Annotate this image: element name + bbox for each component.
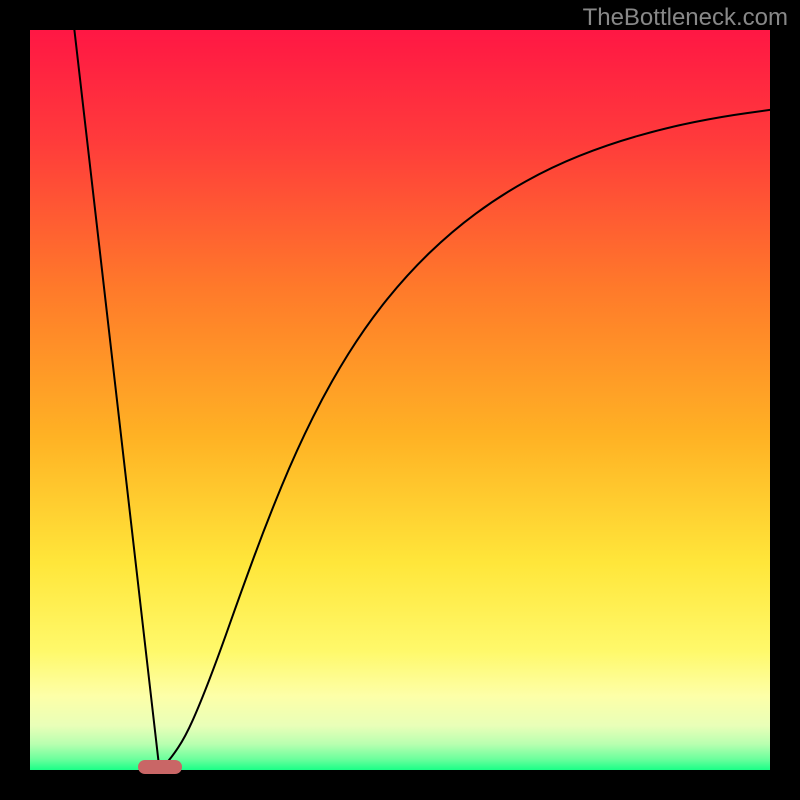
optimal-marker (138, 760, 182, 774)
plot-area (30, 30, 770, 770)
watermark-text: TheBottleneck.com (583, 4, 788, 32)
chart-container: TheBottleneck.com (0, 0, 800, 800)
plot-svg (30, 30, 770, 770)
